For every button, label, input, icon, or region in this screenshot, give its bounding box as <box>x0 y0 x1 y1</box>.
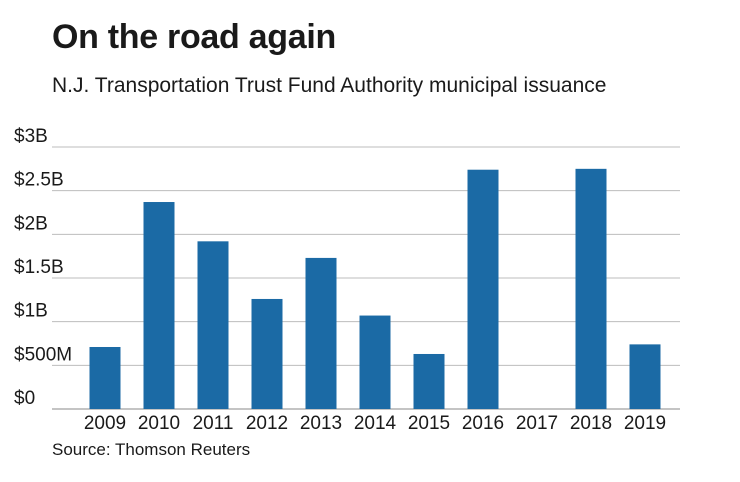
chart-subtitle: N.J. Transportation Trust Fund Authority… <box>52 74 607 97</box>
y-tick-label: $0 <box>14 388 35 409</box>
x-tick-label: 2012 <box>246 413 288 434</box>
x-tick-label: 2018 <box>570 413 612 434</box>
bar-2015 <box>413 353 445 409</box>
y-tick-label: $2.5B <box>14 170 64 191</box>
bar-2019 <box>629 344 661 409</box>
y-tick-label: $1B <box>14 301 48 322</box>
source-note: Source: Thomson Reuters <box>52 440 251 459</box>
x-tick-label: 2016 <box>462 413 504 434</box>
x-tick-label: 2009 <box>84 413 126 434</box>
bar-2014 <box>359 315 391 409</box>
y-tick-label: $2B <box>14 213 48 234</box>
x-tick-label: 2017 <box>516 413 558 434</box>
bar-2009 <box>89 346 121 409</box>
x-tick-label: 2019 <box>624 413 666 434</box>
bar-2011 <box>197 241 229 409</box>
chart-title: On the road again <box>52 18 336 56</box>
y-tick-label: $3B <box>14 126 48 147</box>
bar-2018 <box>575 168 607 409</box>
x-tick-label: 2015 <box>408 413 450 434</box>
bar-2016 <box>467 169 499 409</box>
x-tick-label: 2010 <box>138 413 180 434</box>
y-tick-label: $500M <box>14 344 72 365</box>
x-tick-label: 2014 <box>354 413 397 434</box>
bar-2010 <box>143 202 175 409</box>
x-tick-label: 2013 <box>300 413 342 434</box>
bar-2012 <box>251 298 283 409</box>
x-tick-label: 2011 <box>193 413 234 434</box>
bar-2013 <box>305 257 337 409</box>
y-tick-label: $1.5B <box>14 257 64 278</box>
